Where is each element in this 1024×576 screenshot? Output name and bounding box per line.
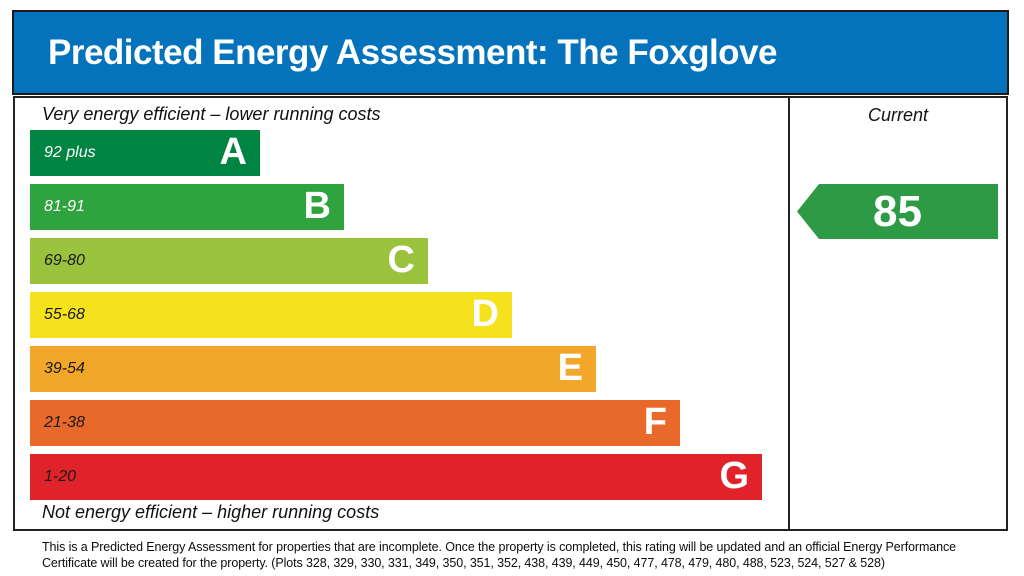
band-letter: G <box>719 455 749 497</box>
epc-bands-panel: Very energy efficient – lower running co… <box>15 98 790 529</box>
current-rating-panel: Current 85 <box>790 98 1006 529</box>
epc-band-F: 21-38 F <box>30 400 680 446</box>
footer-line-2: Certificate will be created for the prop… <box>42 556 885 570</box>
footer-line-1: This is a Predicted Energy Assessment fo… <box>42 540 957 554</box>
epc-band-C: 69-80 C <box>30 238 428 284</box>
epc-band-G: 1-20 G <box>30 454 762 500</box>
band-range-label: 55-68 <box>44 306 85 323</box>
band-range-label: 39-54 <box>44 360 85 377</box>
band-letter: B <box>303 185 331 227</box>
band-letter: D <box>471 293 499 335</box>
band-letter: C <box>387 239 415 281</box>
page-title: Predicted Energy Assessment: The Foxglov… <box>48 32 778 72</box>
band-range-label: 92 plus <box>44 144 96 161</box>
band-range-label: 1-20 <box>44 468 77 485</box>
band-range-label: 69-80 <box>44 252 85 269</box>
epc-band-D: 55-68 D <box>30 292 512 338</box>
footer-disclaimer: This is a Predicted Energy Assessment fo… <box>42 539 992 571</box>
bottom-axis-note: Not energy efficient – higher running co… <box>42 502 380 522</box>
band-letter: E <box>557 347 583 389</box>
current-rating-arrow: 85 <box>797 184 998 239</box>
epc-band-B: 81-91 B <box>30 184 344 230</box>
current-column-header: Current <box>867 105 929 125</box>
current-rating-value: 85 <box>873 186 922 236</box>
epc-band-A: 92 plus A <box>30 130 260 176</box>
top-axis-note: Very energy efficient – lower running co… <box>42 104 381 124</box>
band-letter: A <box>219 131 247 173</box>
band-range-label: 81-91 <box>44 198 85 215</box>
epc-band-E: 39-54 E <box>30 346 596 392</box>
title-bar: Predicted Energy Assessment: The Foxglov… <box>12 10 1009 95</box>
band-range-label: 21-38 <box>44 414 85 431</box>
band-letter: F <box>643 401 667 443</box>
epc-chart: Very energy efficient – lower running co… <box>13 96 1008 531</box>
